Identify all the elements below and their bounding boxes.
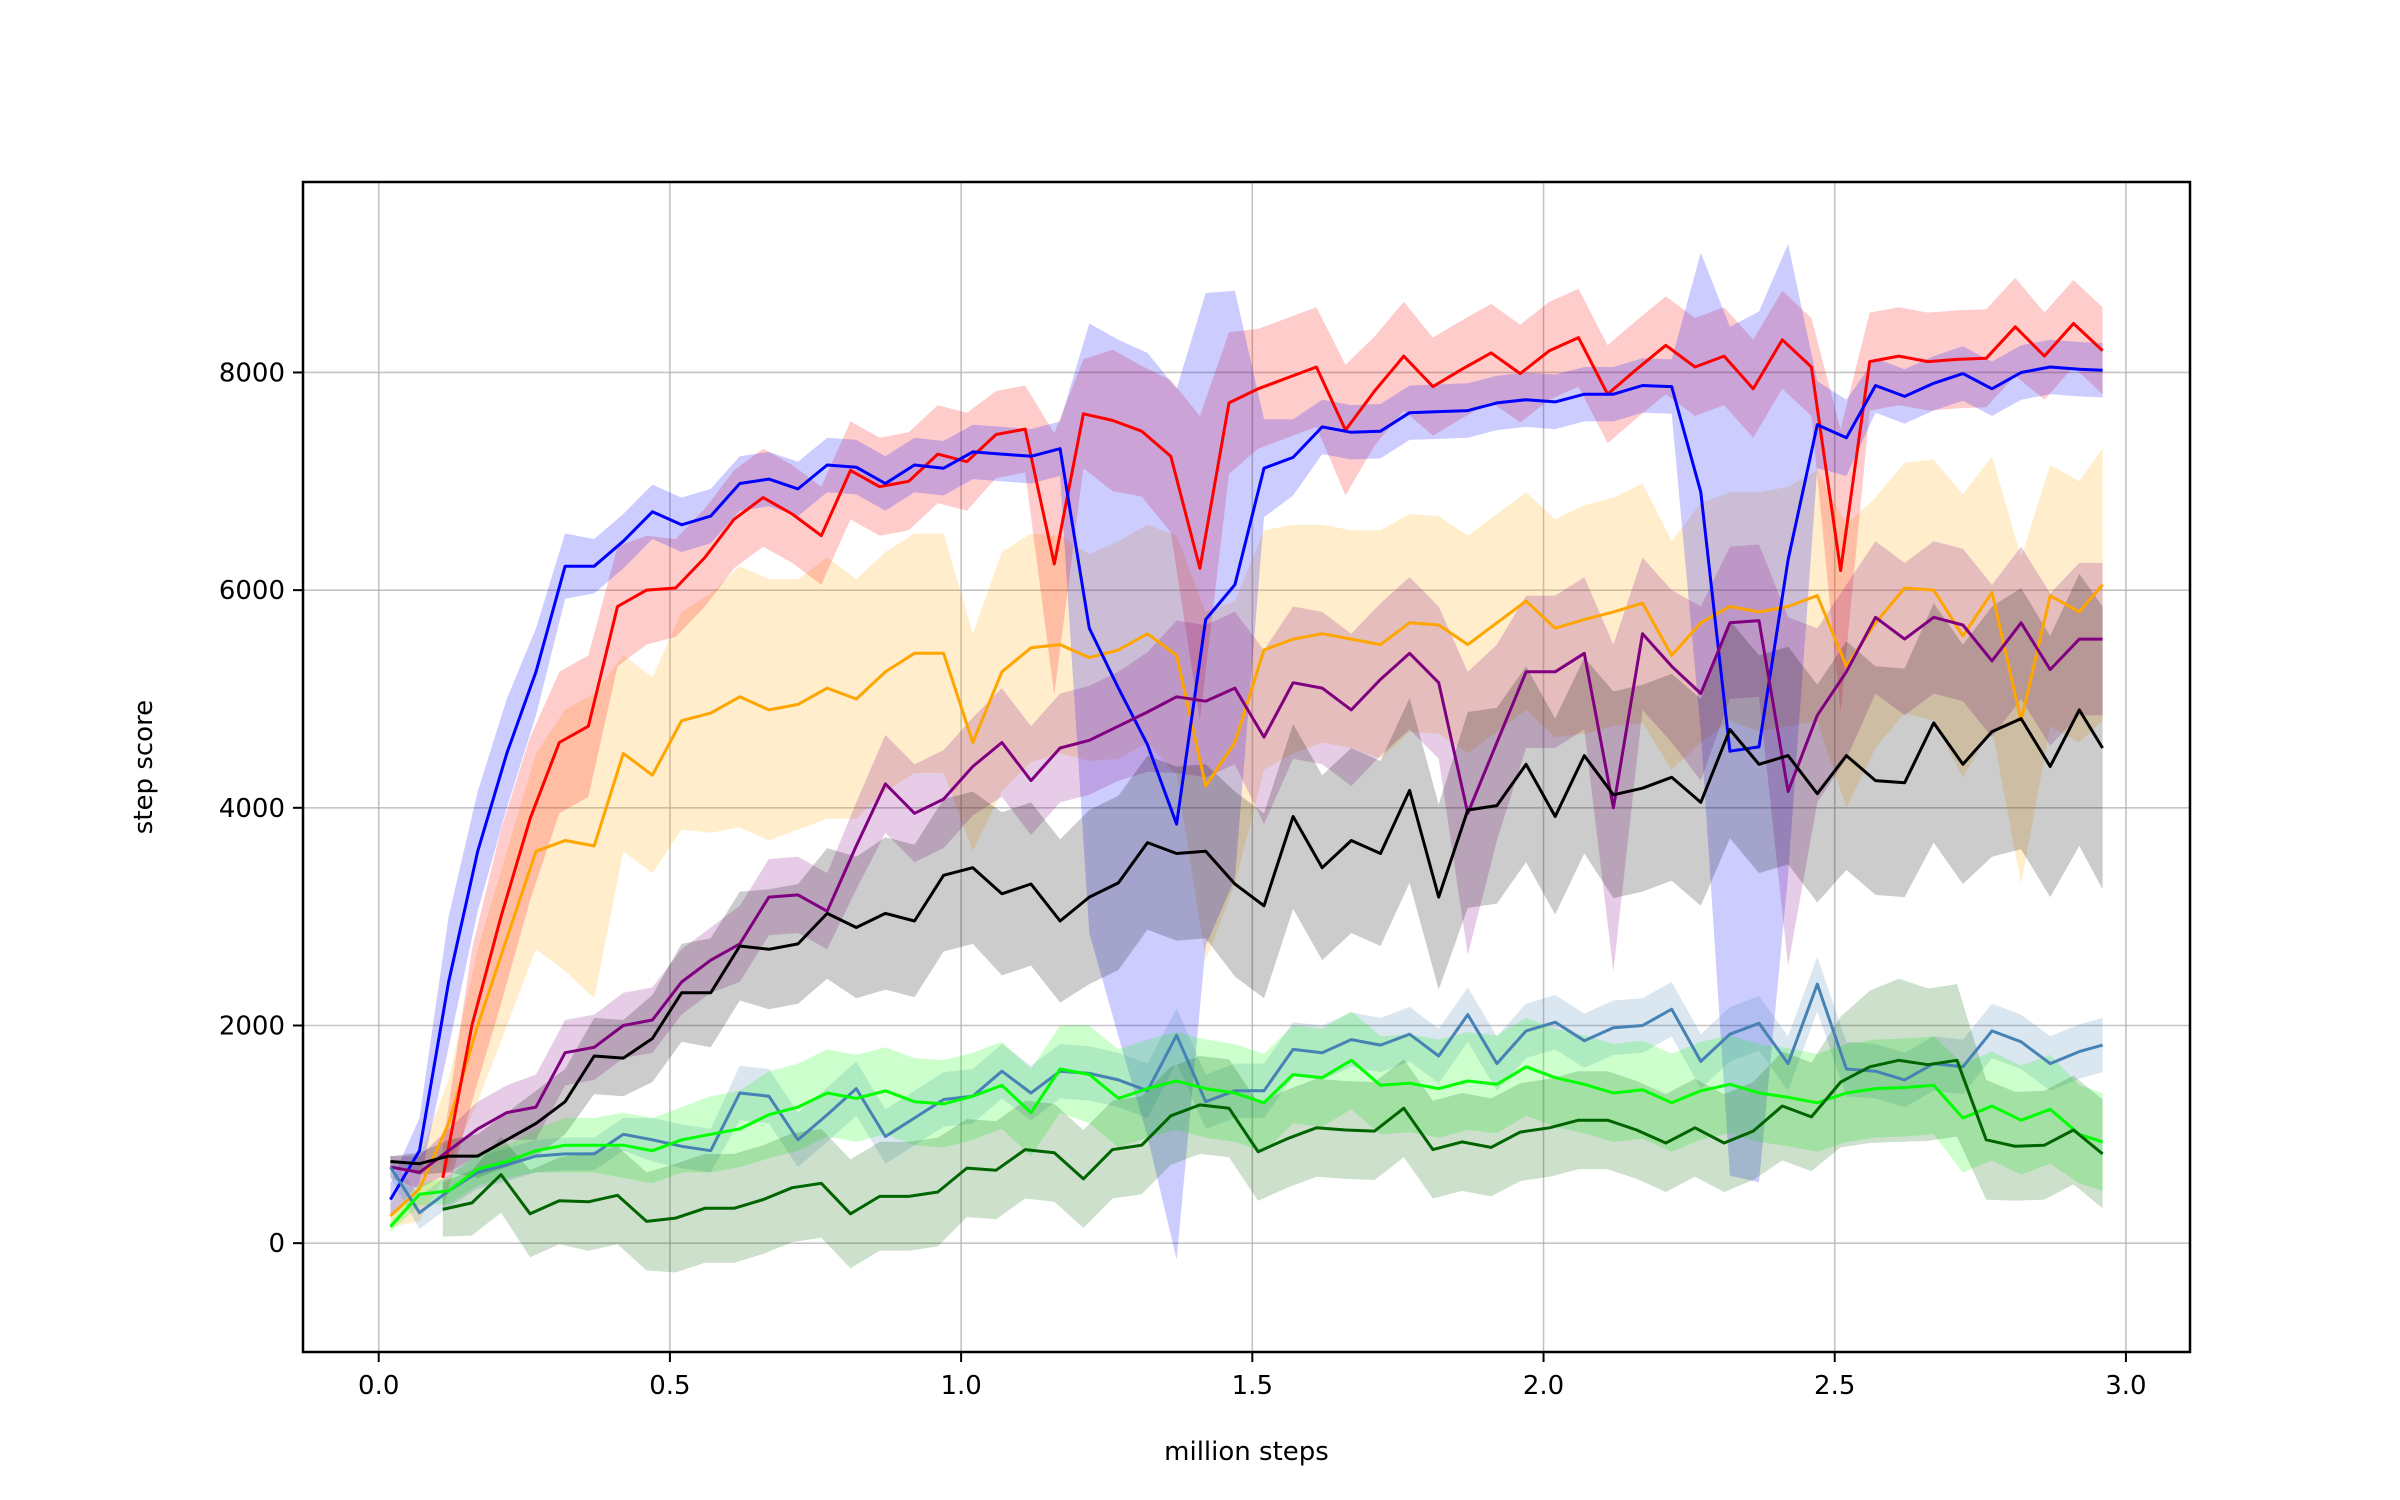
y-tick-label: 6000 xyxy=(219,576,285,606)
x-tick-label: 1.5 xyxy=(1232,1371,1273,1401)
y-tick-label: 2000 xyxy=(219,1011,285,1041)
series-5-band xyxy=(390,573,2103,1178)
y-axis-label: step score xyxy=(129,700,159,834)
y-axis-ticks: 0 2000 4000 6000 8000 xyxy=(219,358,303,1259)
y-tick-label: 0 xyxy=(268,1229,285,1259)
series-7-band xyxy=(390,1011,2103,1233)
series-3-band xyxy=(390,244,2103,1260)
x-tick-label: 2.0 xyxy=(1523,1371,1564,1401)
series-6-band xyxy=(390,956,2103,1229)
x-tick-label: 0.5 xyxy=(649,1371,690,1401)
series-8-line xyxy=(442,1058,2104,1223)
series-3-line xyxy=(389,365,2103,1201)
series-1-band xyxy=(390,448,2103,1227)
grid-lines xyxy=(303,182,2190,1352)
series-6-line xyxy=(389,982,2104,1215)
series-8-band xyxy=(442,978,2103,1273)
series-1-line xyxy=(389,583,2104,1218)
x-tick-label: 0.0 xyxy=(358,1371,399,1401)
x-axis-label: million steps xyxy=(1164,1437,1329,1467)
series-4-line xyxy=(390,615,2103,1174)
series-lines xyxy=(389,322,2104,1228)
series-2-band xyxy=(442,277,2103,1211)
series-2-line xyxy=(441,322,2104,1179)
x-axis-ticks: 0.0 0.5 1.0 1.5 2.0 2.5 3.0 xyxy=(358,1352,2147,1401)
plot-frame xyxy=(301,180,2192,1354)
x-tick-label: 2.5 xyxy=(1814,1371,1855,1401)
y-tick-label: 8000 xyxy=(219,358,285,388)
shaded-bands xyxy=(390,244,2103,1273)
x-tick-label: 3.0 xyxy=(2105,1371,2146,1401)
series-7-line xyxy=(389,1058,2104,1228)
x-tick-label: 1.0 xyxy=(940,1371,981,1401)
series-5-line xyxy=(390,708,2104,1166)
y-tick-label: 4000 xyxy=(219,794,285,824)
series-4-band xyxy=(390,541,2103,1189)
